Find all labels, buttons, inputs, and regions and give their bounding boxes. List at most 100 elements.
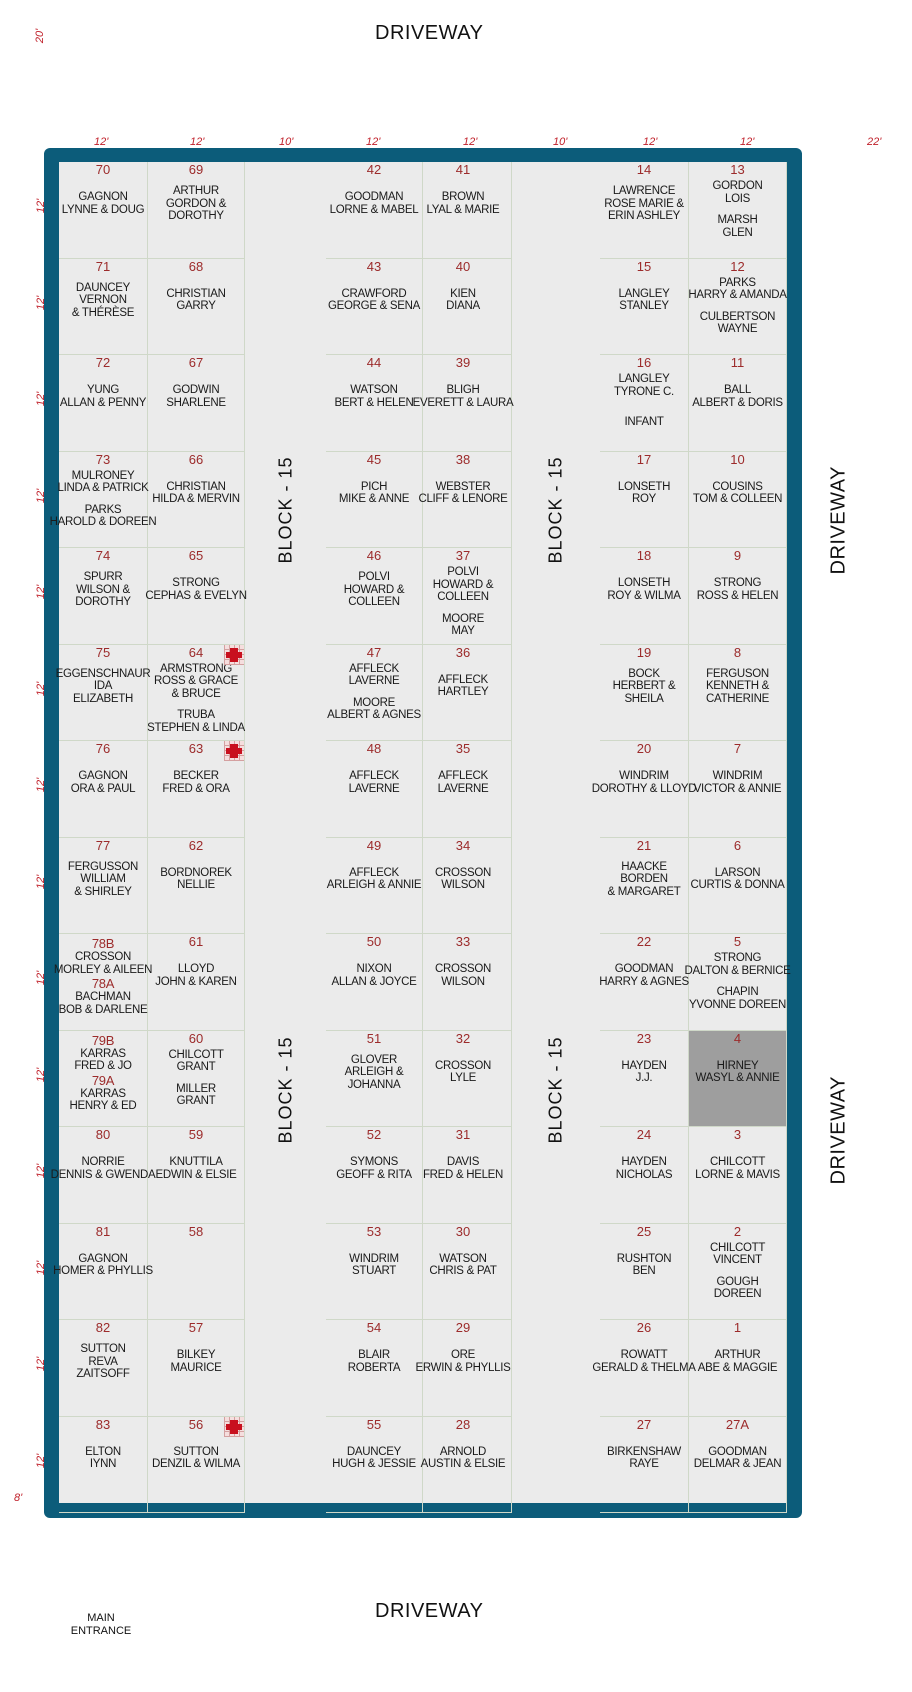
plot-14[interactable]: 14 LAWRENCE ROSE MARIE & ERIN ASHLEY bbox=[600, 162, 689, 259]
plot-41[interactable]: 41 BROWN LYAL & MARIE bbox=[415, 162, 512, 259]
occupant-name: WILSON bbox=[441, 879, 485, 891]
plot-8[interactable]: 8 FERGUSON KENNETH & CATHERINE bbox=[689, 644, 787, 741]
plot-24[interactable]: 24 HAYDEN NICHOLAS bbox=[600, 1127, 689, 1224]
plot-52[interactable]: 52 SYMONS GEOFF & RITA bbox=[326, 1127, 423, 1224]
plot-64[interactable]: 64 ARMSTRONG ROSS & GRACE & BRUCE TRUBA STEPH… bbox=[147, 644, 245, 741]
plot-16[interactable]: 16 LANGLEY TYRONE C. INFANT bbox=[600, 355, 689, 452]
occupant-name: CROSSON bbox=[434, 963, 492, 975]
plot-40[interactable]: 40 KIEN DIANA bbox=[415, 258, 512, 355]
plot-81[interactable]: 81 GAGNON HOMER & PHYLLIS bbox=[53, 1223, 153, 1320]
plot-48[interactable]: 48 AFFLECK LAVERNE bbox=[326, 741, 423, 838]
plot-1[interactable]: 1 ARTHUR ABE & MAGGIE bbox=[689, 1320, 787, 1417]
plot-45[interactable]: 45 PICH MIKE & ANNE bbox=[326, 451, 423, 548]
plot-66[interactable]: 66 CHRISTIAN HILDA & MERVIN bbox=[148, 451, 245, 548]
plot-19[interactable]: 19 BOCK HERBERT & SHEILA bbox=[600, 644, 689, 741]
plot-80[interactable]: 80 NORRIE DENNIS & GWENDA bbox=[51, 1127, 156, 1224]
occupant-name: ALBERT & AGNES bbox=[327, 709, 421, 721]
plot-9[interactable]: 9 STRONG ROSS & HELEN bbox=[689, 548, 787, 645]
plot-20[interactable]: 20 WINDRIM DOROTHY & LLOYD bbox=[592, 741, 697, 838]
plot-21[interactable]: 21 HAACKE BORDEN & MARGARET bbox=[600, 837, 689, 934]
plot-56[interactable]: 56 SUTTON DENZIL & WILMA bbox=[148, 1416, 245, 1513]
plot-55[interactable]: 55 DAUNCEY HUGH & JESSIE bbox=[326, 1416, 423, 1513]
occupant-name: SPURR bbox=[83, 571, 123, 583]
plot-51[interactable]: 51 GLOVER ARLEIGH & JOHANNA bbox=[326, 1030, 423, 1127]
plot-36[interactable]: 36 AFFLECK HARTLEY bbox=[415, 644, 512, 741]
plot-17[interactable]: 17 LONSETH ROY bbox=[600, 451, 689, 548]
plot-69[interactable]: 69 ARTHUR GORDON & DOROTHY bbox=[148, 162, 245, 259]
plot-30[interactable]: 30 WATSON CHRIS & PAT bbox=[415, 1223, 512, 1320]
plot-27[interactable]: 27 BIRKENSHAW RAYE bbox=[600, 1416, 689, 1513]
plot-31[interactable]: 31 DAVIS FRED & HELEN bbox=[415, 1127, 512, 1224]
plot-7[interactable]: 7 WINDRIM VICTOR & ANNIE bbox=[689, 741, 787, 838]
plot-57[interactable]: 57 BILKEY MAURICE bbox=[148, 1320, 245, 1417]
plot-26[interactable]: 26 ROWATT GERALD & THELMA bbox=[592, 1320, 696, 1417]
plot-54[interactable]: 54 BLAIR ROBERTA bbox=[326, 1320, 423, 1417]
plot-49[interactable]: 49 AFFLECK ARLEIGH & ANNIE bbox=[326, 837, 423, 934]
plot-13[interactable]: 13 GORDON LOIS MARSH GLEN bbox=[689, 162, 787, 259]
plot-44[interactable]: 44 WATSON BERT & HELEN bbox=[326, 355, 423, 452]
plot-53[interactable]: 53 WINDRIM STUART bbox=[326, 1223, 423, 1320]
plot-15[interactable]: 15 LANGLEY STANLEY bbox=[600, 258, 689, 355]
occupant-name: STRONG bbox=[713, 952, 762, 964]
plot-77[interactable]: 77 FERGUSSON WILLIAM & SHIRLEY bbox=[59, 837, 148, 934]
plot-10[interactable]: 10 COUSINS TOM & COLLEEN bbox=[689, 451, 787, 548]
occupant-name: ARLEIGH & bbox=[344, 1066, 404, 1078]
plot-72[interactable]: 72 YUNG ALLAN & PENNY bbox=[59, 355, 148, 452]
plot-47[interactable]: 47 AFFLECK LAVERNE MOORE ALBERT & AGNES bbox=[326, 644, 423, 741]
plot-43[interactable]: 43 CRAWFORD GEORGE & SENA bbox=[326, 258, 423, 355]
occupant-name: YVONNE DOREEN bbox=[688, 998, 787, 1011]
plot-names: EGGENSCHNAUR IDA ELIZABETH bbox=[56, 668, 151, 706]
plot-65[interactable]: 65 STRONG CEPHAS & EVELYN bbox=[145, 548, 247, 645]
plot-62[interactable]: 62 BORDNOREK NELLIE bbox=[148, 837, 245, 934]
occupant-name: BERT & HELEN bbox=[334, 396, 414, 409]
plot-70[interactable]: 70 GAGNON LYNNE & DOUG bbox=[59, 162, 148, 259]
plot-83[interactable]: 83 ELTON IYNN bbox=[59, 1416, 148, 1513]
plot-78B[interactable]: 78B78BCROSSONMORLEY & AILEEN78ABACHMANBO… bbox=[54, 934, 152, 1031]
plot-68[interactable]: 68 CHRISTIAN GARRY bbox=[148, 258, 245, 355]
plot-46[interactable]: 46 POLVI HOWARD & COLLEEN bbox=[326, 548, 423, 645]
plot-58[interactable]: 58 bbox=[148, 1223, 245, 1320]
plot-63[interactable]: 63 BECKER FRED & ORA bbox=[148, 741, 245, 838]
plot-27A[interactable]: 27A GOODMAN DELMAR & JEAN bbox=[689, 1416, 787, 1513]
plot-76[interactable]: 76 GAGNON ORA & PAUL bbox=[59, 741, 148, 838]
plot-2[interactable]: 2 CHILCOTT VINCENT GOUGH DOREEN bbox=[689, 1223, 787, 1320]
plot-25[interactable]: 25 RUSHTON BEN bbox=[600, 1223, 689, 1320]
plot-82[interactable]: 82 SUTTON REVA ZAITSOFF bbox=[59, 1320, 148, 1417]
plot-4[interactable]: 4 HIRNEY WASYL & ANNIE bbox=[689, 1030, 787, 1127]
plot-60[interactable]: 60 CHILCOTT GRANT MILLER GRANT bbox=[148, 1030, 245, 1127]
plot-34[interactable]: 34 CROSSON WILSON bbox=[415, 837, 512, 934]
plot-18[interactable]: 18 LONSETH ROY & WILMA bbox=[600, 548, 689, 645]
plot-74[interactable]: 74 SPURR WILSON & DOROTHY bbox=[59, 548, 148, 645]
plot-61[interactable]: 61 LLOYD JOHN & KAREN bbox=[148, 934, 245, 1031]
plot-42[interactable]: 42 GOODMAN LORNE & MABEL bbox=[326, 162, 423, 259]
plot-75[interactable]: 75 EGGENSCHNAUR IDA ELIZABETH bbox=[56, 644, 151, 741]
plot-73[interactable]: 73 MULRONEY LINDA & PATRICK PARKS HAROLD & D… bbox=[50, 451, 157, 548]
plot-names: WINDRIM DOROTHY & LLOYD bbox=[592, 770, 697, 795]
plot-38[interactable]: 38 WEBSTER CLIFF & LENORE bbox=[415, 451, 512, 548]
plot-3[interactable]: 3 CHILCOTT LORNE & MAVIS bbox=[689, 1127, 787, 1224]
plot-5[interactable]: 5 STRONG DALTON & BERNICE CHAPIN YVONNE DORE… bbox=[685, 934, 791, 1031]
plot-33[interactable]: 33 CROSSON WILSON bbox=[415, 934, 512, 1031]
plot-12[interactable]: 12 PARKS HARRY & AMANDA CULBERTSON WAYNE bbox=[688, 258, 787, 355]
plot-39[interactable]: 39 BLIGH EVERETT & LAURA bbox=[413, 355, 514, 452]
plot-22[interactable]: 22 GOODMAN HARRY & AGNES bbox=[599, 934, 689, 1031]
plot-35[interactable]: 35 AFFLECK LAVERNE bbox=[415, 741, 512, 838]
plot-6[interactable]: 6 LARSON CURTIS & DONNA bbox=[689, 837, 787, 934]
plot-names: CRAWFORD GEORGE & SENA bbox=[326, 288, 422, 313]
plot-11[interactable]: 11 BALL ALBERT & DORIS bbox=[689, 355, 787, 452]
occupant-name: STRONG bbox=[172, 577, 220, 589]
plot-59[interactable]: 59 KNUTTILA EDWIN & ELSIE bbox=[148, 1127, 245, 1224]
plot-50[interactable]: 50 NIXON ALLAN & JOYCE bbox=[326, 934, 423, 1031]
plot-67[interactable]: 67 GODWIN SHARLENE bbox=[148, 355, 245, 452]
plot-28[interactable]: 28 ARNOLD AUSTIN & ELSIE bbox=[415, 1416, 512, 1513]
plot-37[interactable]: 37 POLVI HOWARD & COLLEEN MOORE MAY bbox=[415, 548, 512, 645]
occupant-name: CRAWFORD bbox=[341, 287, 407, 300]
occupant-name: ROY bbox=[631, 493, 657, 505]
plot-names: BLIGH EVERETT & LAURA bbox=[413, 384, 514, 409]
plot-71[interactable]: 71 DAUNCEY VERNON & THÉRÈSE bbox=[59, 258, 148, 355]
plot-23[interactable]: 23 HAYDEN J.J. bbox=[600, 1030, 689, 1127]
plot-32[interactable]: 32 CROSSON LYLE bbox=[415, 1030, 512, 1127]
plot-29[interactable]: 29 ORE ERWIN & PHYLLIS bbox=[415, 1320, 512, 1417]
plot-names: GORDON LOIS MARSH GLEN bbox=[689, 180, 786, 239]
